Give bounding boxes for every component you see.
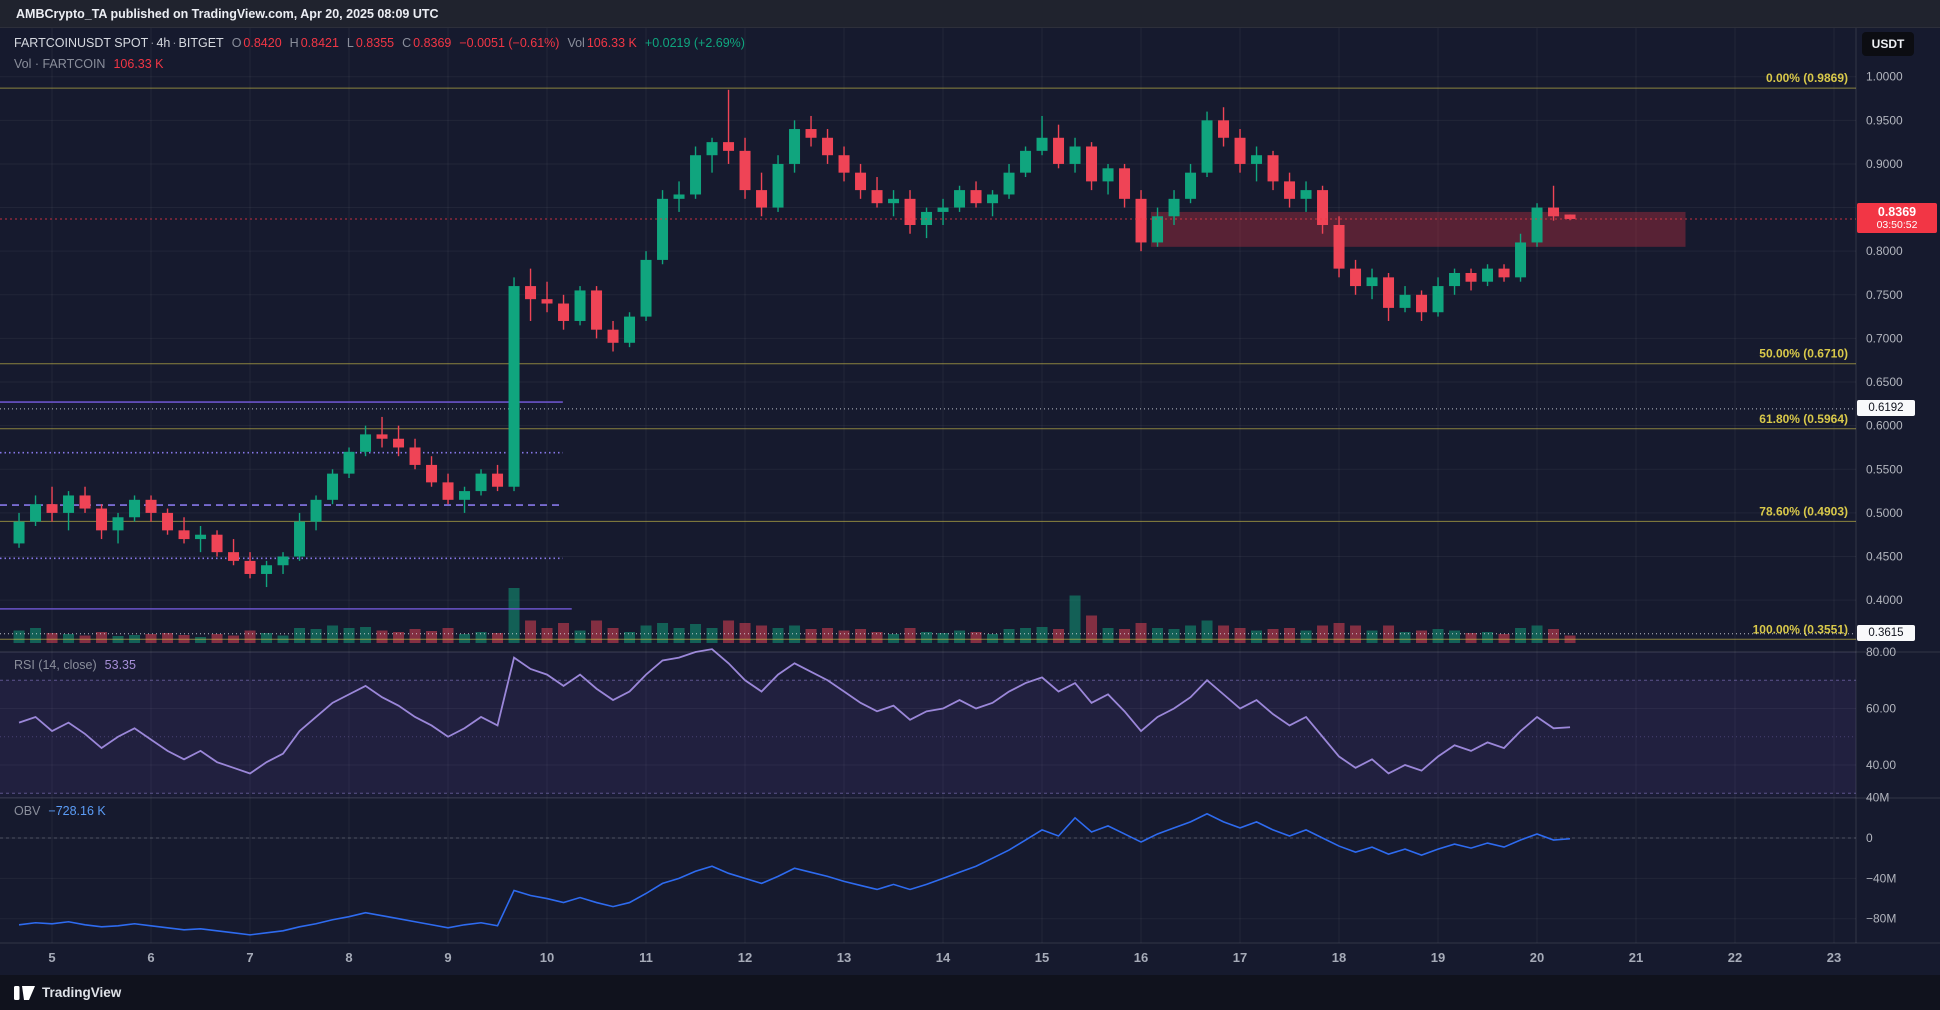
volume-legend: Vol · FARTCOIN 106.33 K — [14, 57, 164, 71]
svg-text:21: 21 — [1629, 950, 1643, 965]
tradingview-logo[interactable]: TradingView — [14, 985, 121, 1000]
svg-text:0.6000: 0.6000 — [1866, 419, 1903, 433]
grid-layer — [0, 28, 1856, 943]
pane-frame — [0, 28, 1940, 944]
obv-value: −728.16 K — [48, 804, 106, 818]
current-price-value: 0.8369 — [1877, 205, 1917, 219]
svg-text:23: 23 — [1827, 950, 1841, 965]
ohlc-open: O 0.8420 — [231, 36, 282, 50]
ohlc-close: C 0.8369 — [402, 36, 452, 50]
svg-text:80.00: 80.00 — [1866, 645, 1896, 659]
attribution-text: AMBCrypto_TA published on TradingView.co… — [16, 6, 439, 21]
svg-text:0.9000: 0.9000 — [1866, 157, 1903, 171]
axis-labels: 1.00000.95000.90000.85000.80000.75000.70… — [48, 70, 1903, 965]
ohlc-high: H 0.8421 — [289, 36, 339, 50]
svg-text:0.8000: 0.8000 — [1866, 244, 1903, 258]
ohlc-low: L 0.8355 — [346, 36, 395, 50]
svg-text:100.00% (0.3551): 100.00% (0.3551) — [1753, 622, 1848, 636]
obv-label: OBV — [14, 804, 41, 818]
horizontal-lines — [0, 408, 1856, 635]
svg-text:8: 8 — [345, 950, 352, 965]
svg-text:0.6500: 0.6500 — [1866, 375, 1903, 389]
rsi-value: 53.35 — [104, 658, 136, 672]
currency-usdt-button[interactable]: USDT — [1862, 32, 1914, 56]
svg-text:7: 7 — [246, 950, 253, 965]
current-price-badge: 0.8369 03:50:52 — [1857, 203, 1937, 233]
footer-bar: TradingView — [0, 975, 1940, 1010]
svg-text:9: 9 — [444, 950, 451, 965]
rsi-label: RSI (14, close) — [14, 658, 97, 672]
svg-text:0.00% (0.9869): 0.00% (0.9869) — [1766, 71, 1848, 85]
svg-text:12: 12 — [738, 950, 752, 965]
volume-legend-label: Vol · FARTCOIN — [14, 57, 106, 71]
svg-text:0.7000: 0.7000 — [1866, 331, 1903, 345]
volume-stat: Vol 106.33 K — [567, 36, 637, 50]
symbol-legend: FARTCOINUSDT SPOT · 4h · BITGET O 0.8420… — [14, 36, 745, 50]
rsi-line — [18, 648, 1571, 775]
svg-text:22: 22 — [1728, 950, 1742, 965]
volume-change: +0.0219 (+2.69%) — [644, 36, 745, 50]
tradingview-logo-text: TradingView — [42, 985, 122, 1000]
svg-text:14: 14 — [936, 950, 951, 965]
svg-text:0.4500: 0.4500 — [1866, 550, 1903, 564]
supply-zone — [1150, 211, 1686, 247]
svg-text:15: 15 — [1035, 950, 1049, 965]
symbol-title[interactable]: FARTCOINUSDT SPOT · 4h · BITGET — [14, 36, 224, 50]
volume-legend-value: 106.33 K — [113, 57, 164, 71]
volume-layer — [13, 588, 1576, 643]
svg-text:40M: 40M — [1866, 791, 1889, 805]
svg-text:13: 13 — [837, 950, 851, 965]
svg-text:18: 18 — [1332, 950, 1346, 965]
candles-layer — [13, 89, 1576, 588]
svg-text:50.00% (0.6710): 50.00% (0.6710) — [1759, 347, 1848, 361]
trend-drawings — [0, 401, 572, 610]
svg-text:0: 0 — [1866, 831, 1873, 845]
obv-line — [18, 812, 1571, 936]
tradingview-logo-icon — [14, 985, 35, 1000]
rsi-legend[interactable]: RSI (14, close) 53.35 — [14, 658, 136, 672]
svg-text:−40M: −40M — [1866, 871, 1896, 885]
svg-text:16: 16 — [1134, 950, 1148, 965]
svg-text:0.4000: 0.4000 — [1866, 593, 1903, 607]
hline-price-badge-0-6192: 0.6192 — [1857, 400, 1915, 416]
svg-text:11: 11 — [639, 950, 653, 965]
svg-text:−80M: −80M — [1866, 912, 1896, 926]
price-change: −0.0051 (−0.61%) — [459, 36, 560, 50]
svg-text:19: 19 — [1431, 950, 1445, 965]
svg-text:78.60% (0.4903): 78.60% (0.4903) — [1759, 504, 1848, 518]
svg-text:0.7500: 0.7500 — [1866, 288, 1903, 302]
hline-price-badge-0-3615: 0.3615 — [1857, 625, 1915, 641]
svg-text:1.0000: 1.0000 — [1866, 70, 1903, 84]
fib-retracement: 0.00% (0.9869) 50.00% (0.6710) 61.80% (0.5… — [0, 71, 1856, 640]
svg-text:17: 17 — [1233, 950, 1247, 965]
obv-legend[interactable]: OBV −728.16 K — [14, 804, 106, 818]
svg-text:6: 6 — [147, 950, 154, 965]
svg-text:40.00: 40.00 — [1866, 758, 1896, 772]
svg-text:61.80% (0.5964): 61.80% (0.5964) — [1759, 412, 1848, 426]
svg-text:0.5500: 0.5500 — [1866, 462, 1903, 476]
svg-text:20: 20 — [1530, 950, 1544, 965]
svg-text:0.5000: 0.5000 — [1866, 506, 1903, 520]
svg-text:60.00: 60.00 — [1866, 702, 1896, 716]
svg-text:5: 5 — [48, 950, 55, 965]
bar-countdown: 03:50:52 — [1876, 219, 1918, 231]
svg-text:0.9500: 0.9500 — [1866, 113, 1903, 127]
svg-text:10: 10 — [540, 950, 554, 965]
attribution-bar: AMBCrypto_TA published on TradingView.co… — [0, 0, 1940, 28]
